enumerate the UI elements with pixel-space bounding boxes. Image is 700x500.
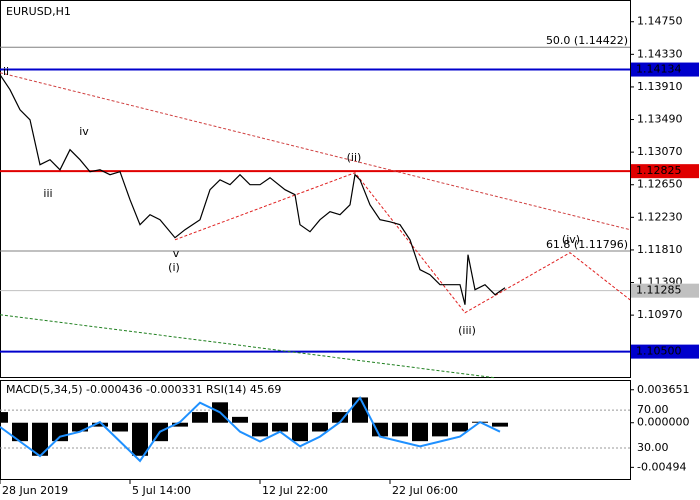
x-tick-label: 22 Jul 06:00 [392, 484, 458, 497]
fib-label: 50.0 (1.14422) [546, 34, 628, 47]
y-tick-label: 1.10970 [637, 308, 683, 321]
chart-title: EURUSD,H1 [6, 5, 71, 18]
y-tick-label: 1.13910 [637, 80, 683, 93]
level-label: 1.11285 [636, 284, 682, 297]
fib-label: 61.8 (1.11796) [546, 238, 628, 251]
macd-bar [292, 422, 308, 442]
indicator-title: MACD(5,34,5) -0.000436 -0.000331 RSI(14)… [6, 383, 281, 396]
level-label: 1.12825 [636, 164, 682, 177]
y-tick-label: 1.14330 [637, 47, 683, 60]
y-tick-label: 0.003651 [637, 383, 690, 396]
indicator-frame [0, 380, 631, 480]
macd-bar [52, 422, 68, 442]
wave-label: (iv) [562, 233, 580, 246]
macd-bar [252, 422, 268, 437]
y-tick-label: 1.11810 [637, 243, 683, 256]
x-tick-label: 5 Jul 14:00 [132, 484, 191, 497]
macd-bar [132, 422, 148, 456]
macd-bar [452, 422, 468, 432]
level-box [631, 62, 699, 77]
macd-bar [12, 422, 28, 442]
level-box [631, 283, 699, 298]
macd-bar [332, 412, 348, 423]
macd-bar [112, 422, 128, 432]
macd-bar [432, 422, 448, 437]
macd-bar [372, 422, 388, 437]
macd-bar [312, 422, 328, 432]
y-tick-label: 1.14750 [637, 15, 683, 28]
wave-label: iv [79, 125, 89, 138]
rsi-line [0, 395, 501, 463]
y2-tick-label: 70.00 [637, 403, 669, 416]
y-tick-label: 1.12230 [637, 210, 683, 223]
y-tick-label: 1.13070 [637, 145, 683, 158]
trendline [174, 172, 631, 314]
level-box [631, 164, 699, 179]
y-tick-label: -0.00494 [637, 460, 686, 473]
level-box [631, 344, 699, 359]
macd-bar [192, 412, 208, 423]
wave-label: (iii) [458, 324, 476, 337]
level-label: 1.14134 [636, 63, 682, 76]
macd-bar [412, 422, 428, 442]
wave-label: ii [3, 65, 9, 78]
wave-label: iii [43, 187, 52, 200]
trendline [0, 72, 631, 231]
macd-bar [172, 422, 188, 427]
macd-bar [0, 412, 8, 423]
macd-bar [232, 416, 248, 423]
y2-tick-label: 30.00 [637, 441, 669, 454]
y-tick-label: 0.000000 [637, 416, 690, 429]
macd-bar [32, 422, 48, 456]
level-label: 1.10500 [636, 345, 682, 358]
main-frame [0, 0, 631, 378]
x-tick-label: 12 Jul 22:00 [262, 484, 328, 497]
macd-bar [272, 422, 288, 432]
wave-label: (ii) [347, 151, 362, 164]
trendline [0, 314, 496, 379]
y-tick-label: 1.12650 [637, 178, 683, 191]
wave-label: v [173, 247, 180, 260]
macd-bar [392, 422, 408, 437]
macd-bar [92, 422, 108, 427]
wave-label: (i) [168, 261, 180, 274]
x-tick-label: 28 Jun 2019 [2, 484, 68, 497]
price-line [0, 74, 506, 305]
macd-bar [492, 422, 508, 427]
y-tick-label: 1.13490 [637, 113, 683, 126]
macd-bar [72, 422, 88, 432]
